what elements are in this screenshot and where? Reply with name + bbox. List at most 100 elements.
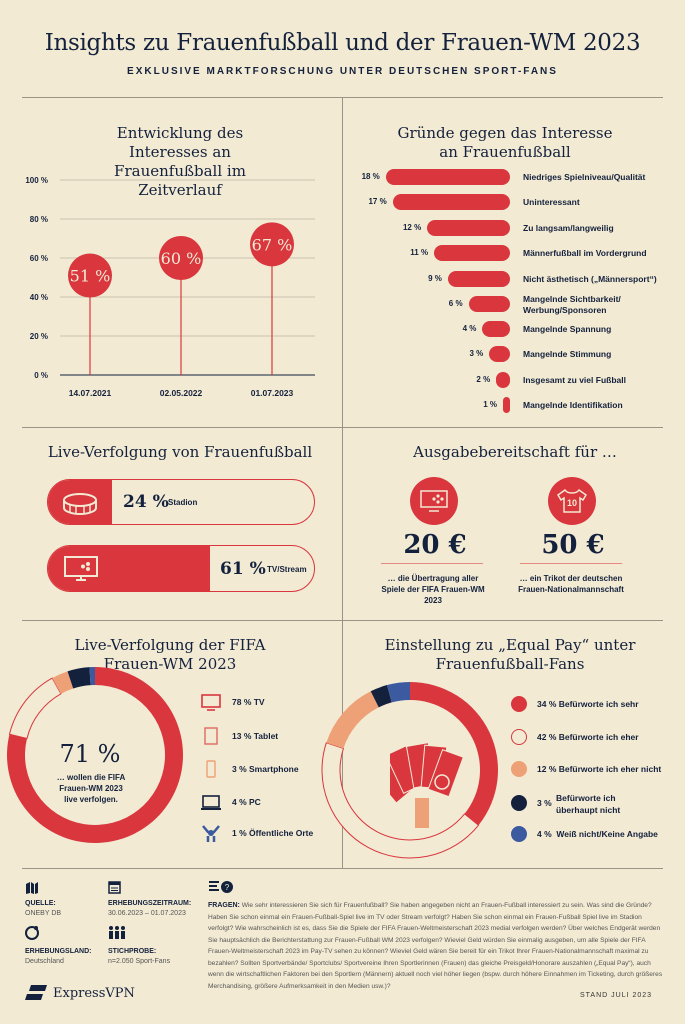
x-tick-label: 14.07.2021 — [69, 388, 112, 398]
tv-stream-bar: 61 % TV/Stream — [47, 545, 315, 592]
expressvpn-logo-icon — [25, 985, 47, 1000]
map-pin-icon — [26, 882, 38, 894]
data-label: 67 % — [252, 235, 293, 254]
calendar-icon — [108, 881, 121, 894]
reason-value: 3 % — [469, 349, 484, 358]
legend-label: 3 % Smartphone — [232, 764, 299, 774]
reason-value: 2 % — [476, 375, 491, 384]
legend-label: 4 % Weiß nicht/Keine Angabe — [537, 829, 658, 839]
wm-follow-title: Live-Verfolgung der FIFA Frauen-WM 2023 — [74, 636, 266, 673]
divider — [22, 620, 663, 621]
globe-icon — [25, 926, 39, 940]
lollipop-point — [159, 236, 203, 280]
y-tick-label: 100 % — [25, 176, 48, 185]
jersey-number: 10 — [567, 498, 577, 508]
people-group-icon — [109, 926, 125, 939]
reason-label: Niedriges Spielniveau/Qualität — [523, 172, 646, 182]
country-value: Deutschland — [25, 958, 64, 965]
country-label: ERHEBUNGSLAND: — [25, 948, 92, 955]
live-follow-title: Live-Verfolgung von Frauenfußball — [47, 443, 313, 461]
x-tick-label: 01.07.2023 — [251, 388, 294, 398]
interest-chart-title: Entwicklung des Interesses an Frauenfußb… — [114, 124, 246, 199]
reason-value: 11 % — [410, 248, 429, 257]
money-fan-icon — [390, 742, 464, 828]
spend-title: Ausgabebereitschaft für … — [413, 443, 617, 461]
period-label: ERHEBUNGSZEITRAUM: — [108, 900, 192, 907]
divider — [22, 868, 663, 869]
device-slice — [8, 677, 62, 740]
device-slice — [67, 667, 91, 689]
equal-pay-slice — [410, 682, 498, 826]
reason-bar — [503, 397, 510, 413]
stadium-value: 24 % — [123, 492, 169, 512]
donut-center-text: … wollen die FIFA Frauen-WM 2023 live ve… — [56, 773, 126, 804]
reason-label: Mangelnde Sichtbarkeit/ Werbung/Sponsore… — [523, 294, 621, 315]
reason-value: 12 % — [402, 223, 422, 232]
svg-text:?: ? — [225, 883, 230, 892]
reason-value: 1 % — [483, 400, 497, 409]
reasons-chart-title: Gründe gegen das Interesse an Frauenfußb… — [397, 124, 613, 161]
tv-stream-bar-fill — [48, 546, 211, 591]
data-label: 51 % — [70, 267, 111, 286]
divider — [381, 563, 483, 564]
interest-lollipop-chart: 0 % 20 % 40 % 60 % 80 % 100 % 51 % 14.07.2021 60… — [25, 176, 315, 398]
legend-label: 12 % Befürworte ich eher nicht — [537, 764, 662, 774]
brand-logo: ExpressVPN — [53, 986, 135, 1001]
stand-date: STAND JULI 2023 — [580, 992, 653, 999]
page-subtitle: EXKLUSIVE MARKTFORSCHUNG UNTER DEUTSCHEN… — [127, 66, 558, 77]
tv-icon — [201, 693, 221, 717]
reason-value: 9 % — [428, 274, 442, 283]
stadium-label: Stadion — [168, 498, 198, 507]
equal-pay-slice — [326, 691, 379, 749]
divider — [22, 427, 663, 428]
reason-label: Mangelnde Identifikation — [523, 400, 623, 410]
spend-amount-broadcast: 20 € — [403, 530, 467, 560]
device-slice — [52, 671, 74, 694]
equal-pay-donut-chart — [321, 682, 498, 859]
reason-label: Mangelnde Stimmung — [523, 349, 612, 359]
reason-value: 18 % — [361, 172, 380, 181]
spend-amount-jersey: 50 € — [541, 530, 605, 560]
page-title: Insights zu Frauenfußball und der Frauen… — [44, 30, 641, 56]
tv-stream-value: 61 % — [220, 559, 266, 579]
legend-label: 34 % Befürworte ich sehr — [537, 699, 639, 709]
y-tick-label: 20 % — [30, 332, 48, 341]
legend-label: 78 % TV — [232, 697, 265, 707]
reason-bar — [427, 220, 510, 236]
reason-bar — [434, 245, 510, 261]
y-tick-label: 80 % — [30, 215, 48, 224]
legend-label: Befürworte ich überhaupt nicht — [556, 793, 621, 815]
legend-label: 1 % Öffentliche Orte — [232, 828, 314, 838]
questions-text: Wie sehr interessieren Sie sich für Frau… — [208, 902, 663, 990]
data-label: 60 % — [161, 249, 202, 268]
reason-label: Mangelnde Spannung — [523, 324, 612, 334]
tablet-icon — [201, 727, 221, 751]
reason-label: Männerfußball im Vordergrund — [523, 248, 647, 258]
legend-swatch — [511, 761, 527, 777]
source-label: QUELLE: — [25, 900, 56, 907]
source-value: ONEBY DB — [25, 910, 62, 917]
lollipop-point — [250, 222, 294, 267]
legend-swatch — [511, 826, 527, 842]
jersey-icon: 10 — [548, 477, 596, 525]
equal-pay-title: Einstellung zu „Equal Pay“ unter Frauenf… — [384, 636, 636, 673]
legend-swatch — [511, 729, 527, 745]
questions-label: FRAGEN: — [208, 902, 240, 909]
x-tick-label: 02.05.2022 — [160, 388, 203, 398]
stadium-bar-fill — [48, 480, 112, 524]
reason-bar — [392, 194, 510, 210]
reason-bar — [496, 372, 510, 388]
equal-pay-slice — [370, 685, 392, 708]
period-value: 30.06.2023 – 01.07.2023 — [108, 910, 186, 917]
sample-value: n=2.050 Sport-Fans — [108, 958, 171, 965]
sample-label: STICHPROBE: — [108, 948, 157, 955]
legend-label: 4 % PC — [232, 797, 261, 807]
reason-bar — [482, 321, 510, 337]
stadium-bar: 24 % Stadion — [47, 479, 315, 525]
legend-swatch — [511, 696, 527, 712]
reason-bar — [385, 169, 510, 185]
legend-swatch — [511, 795, 527, 811]
lollipop-point — [68, 253, 112, 298]
reason-bar — [489, 346, 510, 362]
reason-bar — [447, 271, 510, 287]
